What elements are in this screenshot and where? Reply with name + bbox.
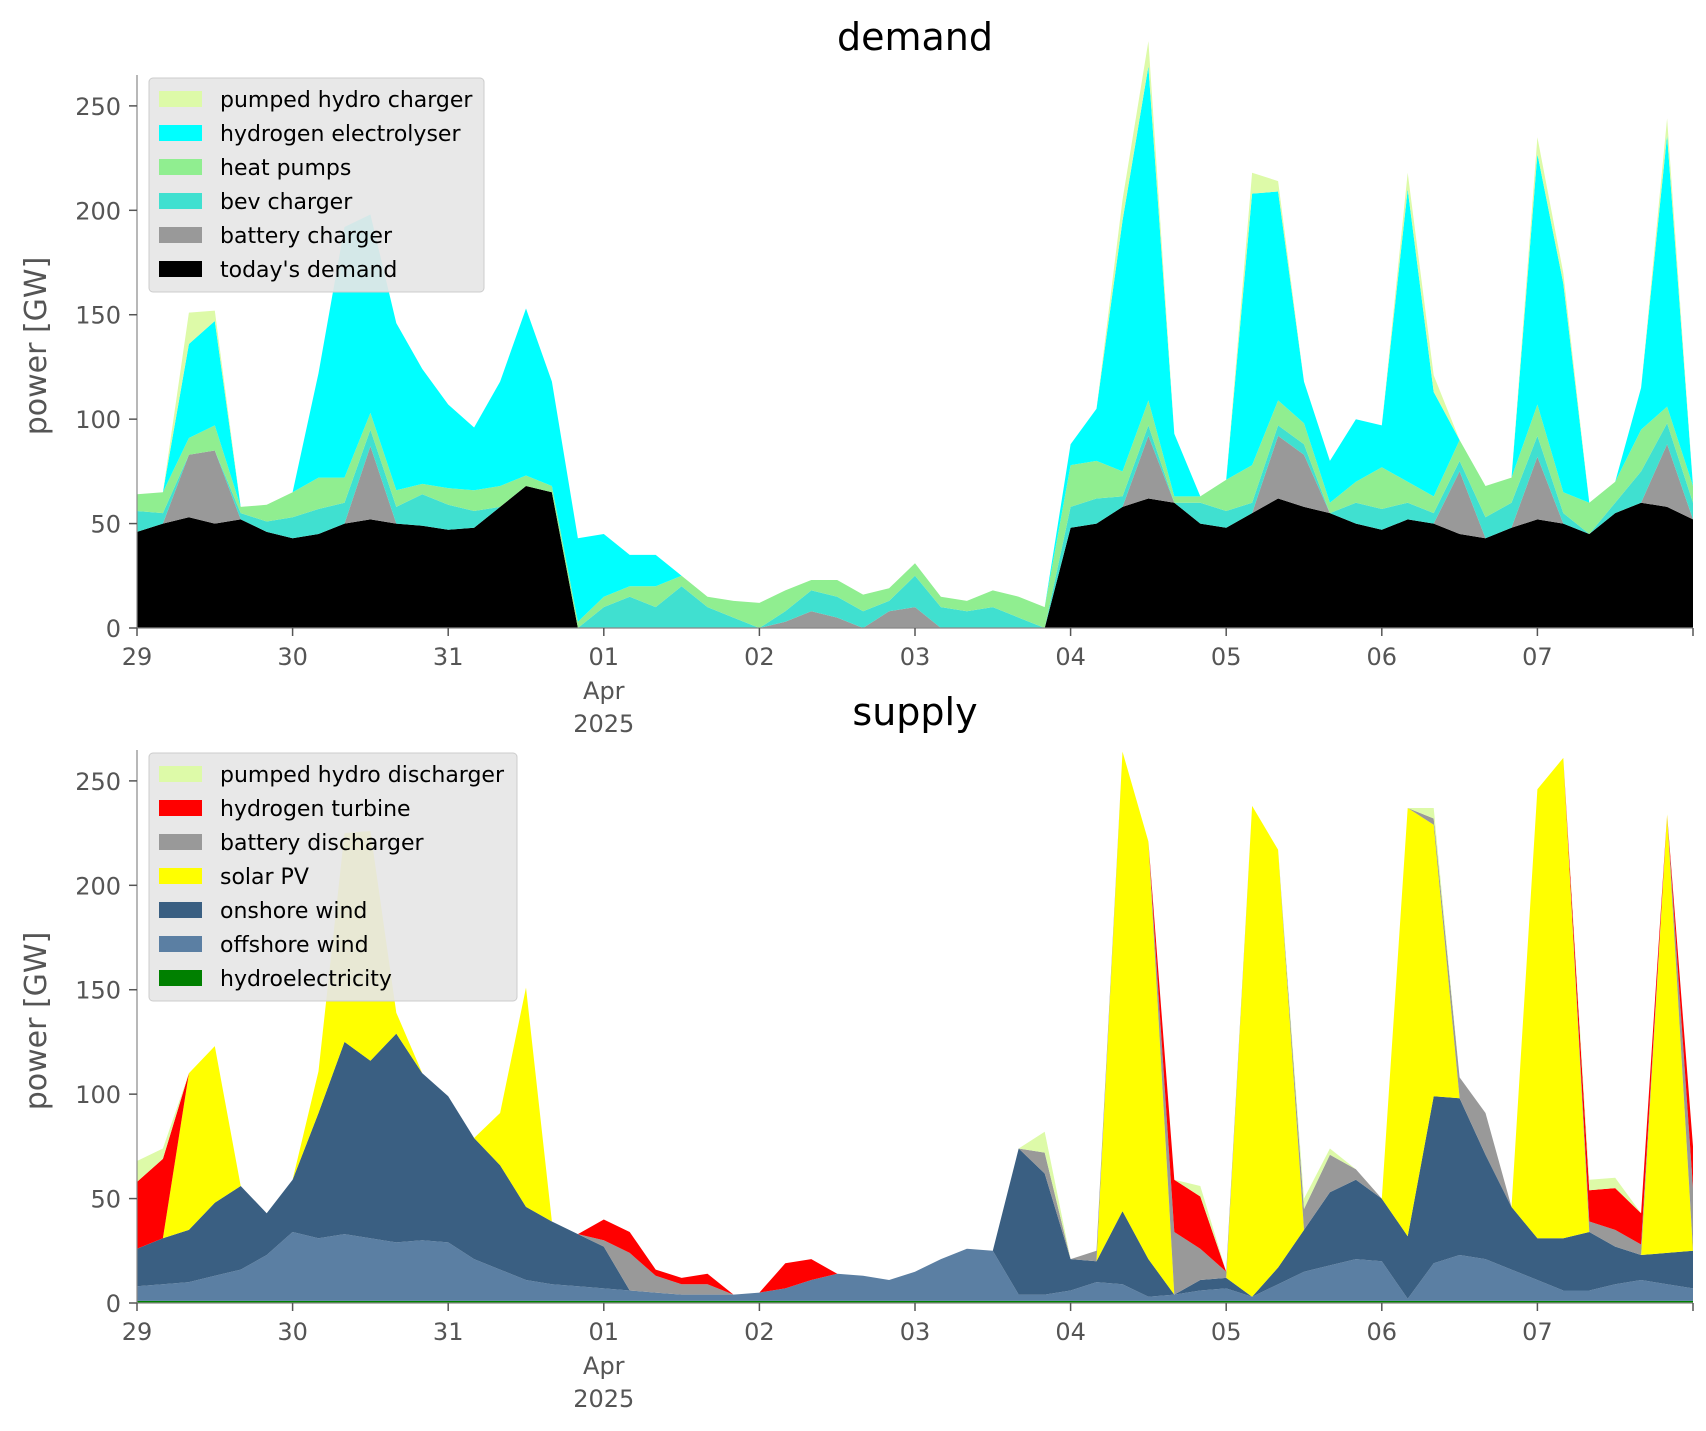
legend-label-pumped-hydro-charger: pumped hydro charger	[220, 88, 473, 113]
x-tick-label: 01	[589, 1318, 620, 1346]
legend-swatch-today-s-demand	[159, 261, 202, 277]
area-today-s-demand	[137, 486, 1693, 628]
x-tick-label: 03	[900, 643, 931, 671]
x-tick-label: 29	[122, 643, 153, 671]
legend-label-battery-charger: battery charger	[220, 224, 393, 249]
x-tick-label: 31	[433, 1318, 464, 1346]
x-tick-sublabel: Apr	[583, 677, 625, 705]
x-tick-label: 30	[277, 1318, 308, 1346]
legend-box	[148, 752, 518, 1002]
legend-label-hydrogen-turbine: hydrogen turbine	[220, 797, 411, 822]
y-tick-label: 250	[75, 93, 121, 121]
legend-label-today-s-demand: today's demand	[220, 258, 397, 283]
y-tick-label: 150	[75, 302, 121, 330]
demand-title: demand	[837, 15, 993, 59]
y-tick-label: 100	[75, 1081, 121, 1109]
x-tick-label: 06	[1367, 643, 1398, 671]
legend-label-offshore-wind: offshore wind	[220, 933, 369, 958]
x-tick-label: 04	[1055, 1318, 1086, 1346]
legend-swatch-pumped-hydro-charger	[159, 91, 202, 107]
legend-swatch-hydrogen-electrolyser	[159, 125, 202, 141]
x-tick-sublabel: 2025	[573, 710, 634, 738]
x-tick-label: 03	[900, 1318, 931, 1346]
area-onshore-wind	[137, 1033, 1693, 1299]
y-tick-label: 200	[75, 197, 121, 225]
legend-label-battery-discharger: battery discharger	[220, 831, 425, 856]
legend-label-solar-pv: solar PV	[220, 865, 309, 890]
x-tick-label: 30	[277, 643, 308, 671]
legend-label-pumped-hydro-discharger: pumped hydro discharger	[220, 763, 505, 788]
legend-swatch-onshore-wind	[159, 902, 202, 918]
legend-box	[148, 77, 485, 293]
legend-swatch-battery-discharger	[159, 834, 202, 850]
legend-swatch-heat-pumps	[159, 159, 202, 175]
area-solar-pv	[137, 751, 1693, 1297]
x-tick-label: 07	[1522, 643, 1553, 671]
demand-area-series	[137, 41, 1693, 628]
y-tick-label: 0	[106, 1290, 121, 1318]
supply-y-axis-label: power [GW]	[19, 932, 54, 1111]
legend-swatch-battery-charger	[159, 227, 202, 243]
x-tick-label: 02	[744, 1318, 775, 1346]
supply-title: supply	[852, 690, 977, 734]
y-tick-label: 100	[75, 406, 121, 434]
legend-swatch-hydrogen-turbine	[159, 800, 202, 816]
x-tick-label: 01	[589, 643, 620, 671]
supply-axes: 0 50 100 150 200 250 29 30 31 01 Apr 2025 02 03 04 05 06…	[75, 750, 1694, 1413]
area-battery-charger	[137, 435, 1693, 628]
y-tick-label: 0	[106, 615, 121, 643]
x-tick-sublabel: Apr	[583, 1352, 625, 1380]
x-tick-label: 06	[1367, 1318, 1398, 1346]
x-tick-label: 31	[433, 643, 464, 671]
demand-axes: 0 50 100 150 200 250 29 30 31 01 Apr 2025 02 03 04 05 06…	[75, 75, 1694, 738]
legend-label-heat-pumps: heat pumps	[220, 156, 351, 181]
x-tick-label: 02	[744, 643, 775, 671]
legend-swatch-hydroelectricity	[159, 970, 202, 986]
demand-y-axis-label: power [GW]	[19, 257, 54, 436]
area-bev-charger	[137, 423, 1693, 628]
legend-label-onshore-wind: onshore wind	[220, 899, 367, 924]
legend-swatch-pumped-hydro-discharger	[159, 766, 202, 782]
x-tick-sublabel: 2025	[573, 1385, 634, 1413]
y-tick-label: 50	[90, 1186, 121, 1214]
area-heat-pumps	[137, 400, 1693, 628]
y-tick-label: 150	[75, 977, 121, 1005]
x-tick-label: 05	[1211, 1318, 1242, 1346]
legend-swatch-bev-charger	[159, 193, 202, 209]
area-offshore-wind	[137, 1232, 1693, 1301]
legend-swatch-solar-pv	[159, 868, 202, 884]
x-tick-label: 04	[1055, 643, 1086, 671]
legend-label-hydrogen-electrolyser: hydrogen electrolyser	[220, 122, 461, 147]
legend-label-bev-charger: bev charger	[220, 190, 353, 215]
supply-legend: pumped hydro discharger hydrogen turbine b…	[148, 752, 518, 1002]
y-tick-label: 200	[75, 872, 121, 900]
legend-label-hydroelectricity: hydroelectricity	[220, 967, 392, 992]
x-tick-label: 05	[1211, 643, 1242, 671]
y-tick-label: 250	[75, 768, 121, 796]
demand-legend: pumped hydro charger hydrogen electrolyse…	[148, 77, 485, 293]
x-tick-label: 29	[122, 1318, 153, 1346]
legend-swatch-offshore-wind	[159, 936, 202, 952]
x-tick-label: 07	[1522, 1318, 1553, 1346]
y-tick-label: 50	[90, 511, 121, 539]
